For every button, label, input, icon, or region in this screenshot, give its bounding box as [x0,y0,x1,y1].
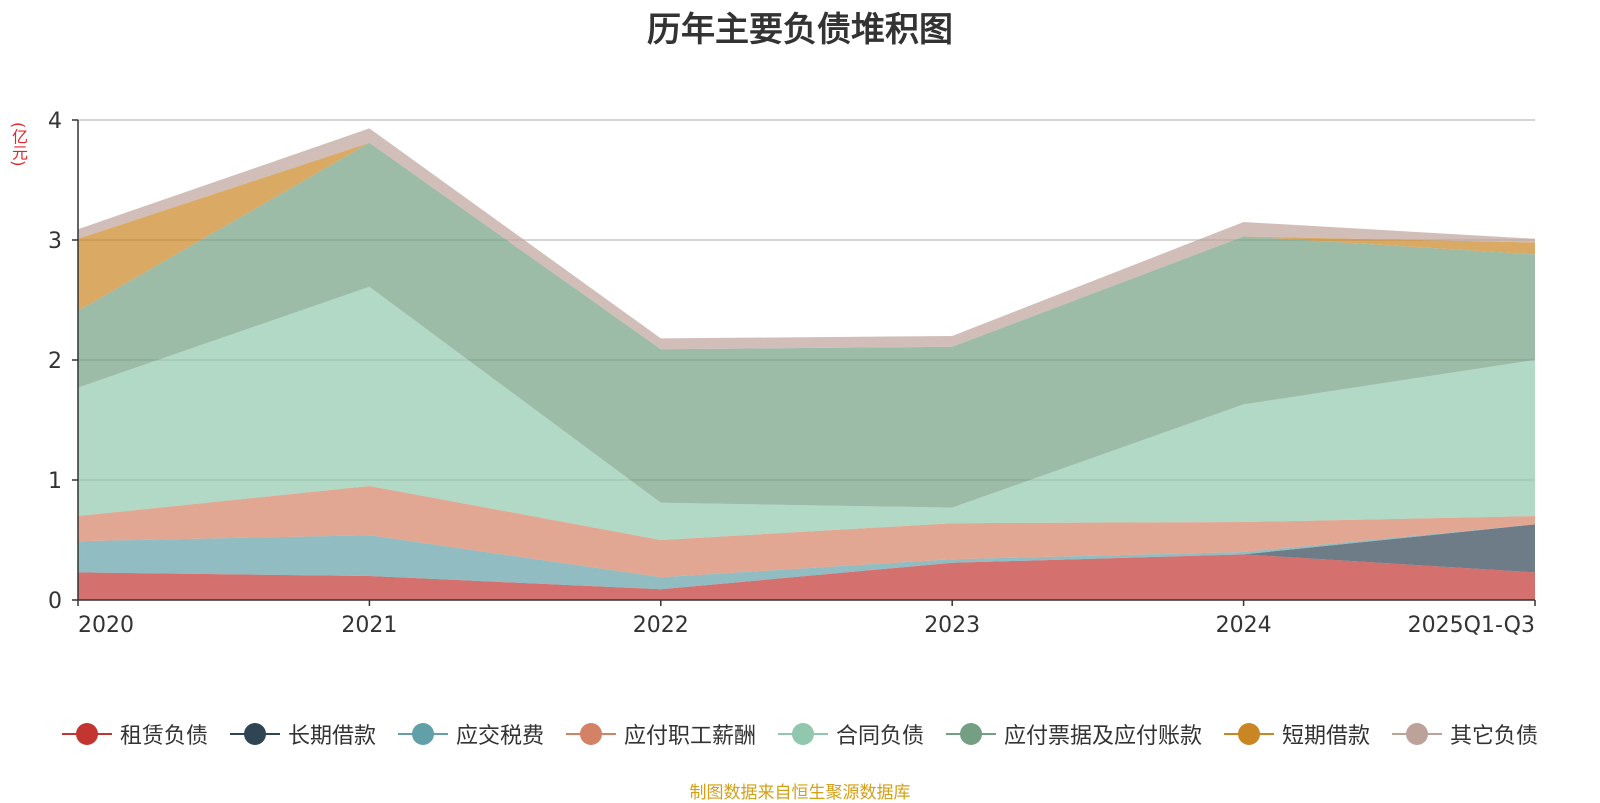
area-series-3 [78,486,1535,578]
area-series-4 [78,286,1535,540]
y-tick-label-2: 2 [48,349,62,374]
chart-title: 历年主要负债堆积图 [647,10,953,50]
legend-marker-icon [565,721,616,747]
x-tick-label-0: 2020 [78,613,134,638]
legend-item-6[interactable]: 短期借款 [1224,718,1370,750]
legend-label: 其它负债 [1450,724,1539,749]
x-tick-label-3: 2023 [924,613,980,638]
legend-item-2[interactable]: 应交税费 [397,718,544,750]
legend-label: 长期借款 [287,724,376,749]
x-tick-label-2: 2022 [633,613,689,638]
legend-marker-icon [778,721,828,747]
legend-item-5[interactable]: 应付票据及应付账款 [946,718,1202,750]
x-tick-label-4: 2024 [1216,613,1272,638]
area-series-7 [78,128,1535,350]
legend-label: 合同负债 [836,724,925,749]
legend-marker-icon [946,721,997,747]
y-axis-unit: (亿元) [9,122,28,167]
area-series-2 [78,524,1535,590]
legend-label: 应付票据及应付账款 [1004,724,1203,749]
x-tick-label-1: 2021 [341,613,397,638]
legend-item-4[interactable]: 合同负债 [778,718,924,750]
legend-label: 应付职工薪酬 [623,724,756,749]
area-series-5 [78,142,1535,508]
legend-marker-icon [1224,721,1275,747]
legend-item-3[interactable]: 应付职工薪酬 [565,718,756,750]
legend-marker-icon [1392,721,1443,747]
legend-item-0[interactable]: 租赁负债 [61,718,208,750]
y-tick-label-1: 1 [48,469,62,494]
legend-item-7[interactable]: 其它负债 [1392,718,1538,750]
y-tick-label-3: 3 [48,229,62,254]
legend-marker-icon [61,721,112,747]
data-source-note: 制图数据来自恒生聚源数据库 [689,783,911,803]
area-series-0 [78,554,1535,600]
legend-marker-icon [397,721,448,747]
legend-label: 租赁负债 [119,724,208,749]
y-tick-label-0: 0 [48,589,62,614]
chart-legend: 租赁负债 长期借款 应交税费 应付职工薪酬 合同负债 应付票据及应付账款 短期借款 其它负债 [0,718,1600,750]
legend-marker-icon [229,721,280,747]
legend-label: 应交税费 [455,724,544,749]
x-tick-label-5: 2025Q1-Q3 [1408,613,1535,638]
legend-item-1[interactable]: 长期借款 [229,718,376,750]
legend-label: 短期借款 [1282,724,1371,749]
y-tick-label-4: 4 [48,109,62,134]
